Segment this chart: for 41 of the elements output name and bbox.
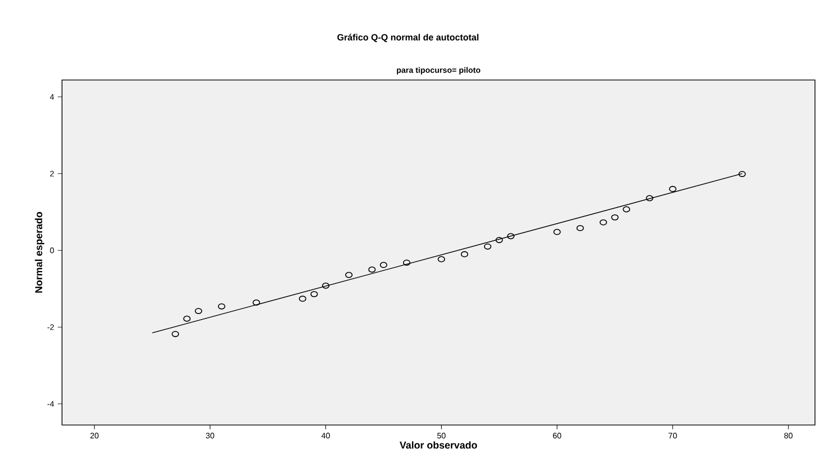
point [402, 260, 410, 266]
y-tick-label: 0 [50, 248, 54, 254]
point [438, 256, 446, 262]
point [460, 251, 468, 258]
point [218, 303, 226, 310]
point [738, 170, 746, 178]
point [484, 243, 492, 250]
y-tick-label: 4 [50, 94, 54, 100]
x-tick-label: 30 [206, 432, 214, 438]
y-tick-label: -2 [47, 324, 54, 330]
point [496, 236, 503, 244]
point [368, 266, 376, 273]
point [345, 272, 353, 278]
x-tick-label: 60 [553, 432, 562, 438]
y-tick-label: -4 [47, 401, 54, 407]
point [622, 206, 630, 212]
point [646, 195, 654, 202]
point [576, 225, 584, 232]
y-axis-title: Normal esperado [34, 212, 44, 293]
y-tick-label: 2 [50, 170, 54, 176]
point [172, 330, 180, 338]
x-tick-label: 50 [437, 432, 446, 438]
point [310, 291, 318, 298]
point [669, 186, 676, 192]
x-tick-label: 70 [668, 432, 677, 438]
point [322, 282, 330, 289]
x-axis-title: Valor observado [400, 441, 478, 449]
point [611, 214, 619, 220]
chart-title: Gráfico Q-Q normal de autoctotal [337, 34, 478, 42]
chart-subtitle: para tipocurso= piloto [396, 67, 480, 74]
point [183, 316, 191, 322]
x-tick-label: 40 [321, 432, 330, 438]
point [507, 233, 514, 240]
point [194, 308, 202, 314]
point [380, 262, 388, 268]
point [252, 300, 260, 306]
x-tick-label: 80 [784, 432, 793, 438]
point [600, 219, 608, 226]
x-tick-label: 20 [90, 432, 99, 438]
point [553, 228, 561, 236]
point [298, 296, 306, 302]
